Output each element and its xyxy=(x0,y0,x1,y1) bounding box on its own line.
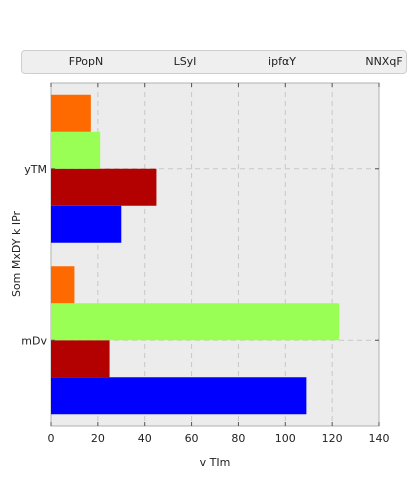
x-axis-title: v TIm xyxy=(200,456,231,469)
y-axis-ticks: yTM mDv xyxy=(21,163,379,347)
x-tick-label: 60 xyxy=(185,432,199,445)
bar-NNXqF-mDv xyxy=(51,266,75,304)
bar-ipfαY-yTM xyxy=(51,131,101,169)
legend-entry-2: LSyI xyxy=(173,55,197,68)
bar-NNXqF-yTM xyxy=(51,94,91,132)
bar-ipfαY-mDv xyxy=(51,303,340,341)
legend xyxy=(21,50,407,74)
x-tick-label: 140 xyxy=(369,432,390,445)
legend-entry-4: NNXqF xyxy=(365,55,403,68)
x-tick-label: 100 xyxy=(275,432,296,445)
y-tick-label: yTM xyxy=(24,163,47,176)
x-tick-label: 120 xyxy=(322,432,343,445)
x-tick-label: 40 xyxy=(138,432,152,445)
y-tick-label: mDv xyxy=(21,334,47,347)
bar-LSyI-mDv xyxy=(51,340,110,378)
legend-entry-1: FPopN xyxy=(68,55,104,68)
x-tick-label: 20 xyxy=(91,432,105,445)
bar-LSyI-yTM xyxy=(51,168,157,206)
x-axis-ticks: 0 20 40 60 80 100 120 140 xyxy=(48,83,390,445)
bar-FPopN-mDv xyxy=(51,377,307,415)
x-tick-label: 0 xyxy=(48,432,55,445)
legend-entry-3: ipfαY xyxy=(268,55,296,68)
x-tick-label: 80 xyxy=(231,432,245,445)
y-axis-title: Som MxDY k IPr xyxy=(10,210,23,297)
bars-group xyxy=(51,94,340,415)
bar-FPopN-yTM xyxy=(51,205,122,243)
